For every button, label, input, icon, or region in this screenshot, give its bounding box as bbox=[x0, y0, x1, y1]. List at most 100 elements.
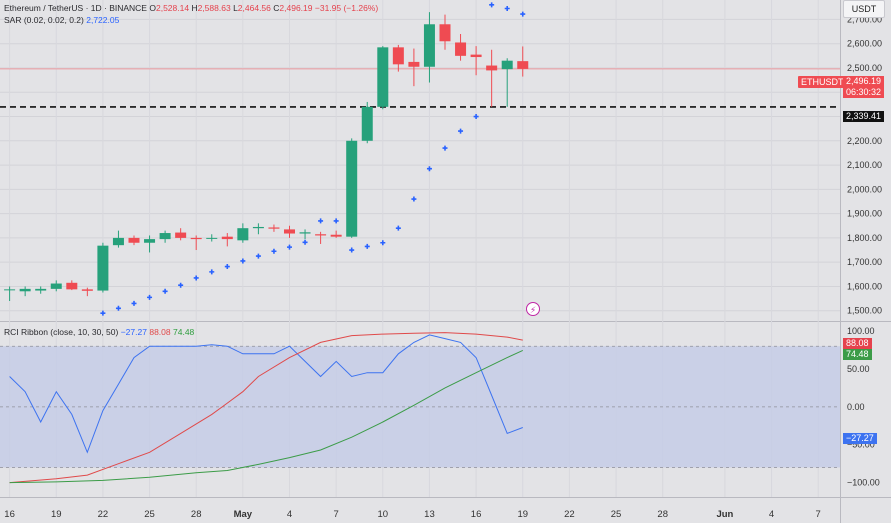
currency-button[interactable]: USDT bbox=[843, 0, 885, 18]
candle-body bbox=[439, 24, 451, 42]
price-tick-label: 2,700.00 bbox=[847, 14, 882, 24]
time-tick-label: 16 bbox=[471, 509, 482, 520]
sar-point bbox=[240, 258, 246, 264]
candle-body bbox=[66, 282, 78, 290]
candle-body bbox=[315, 234, 327, 236]
sar-point bbox=[395, 225, 401, 231]
sar-point bbox=[100, 310, 106, 316]
sar-point bbox=[504, 5, 510, 11]
time-tick-label: 28 bbox=[657, 509, 668, 520]
sar-point bbox=[411, 196, 417, 202]
time-tick-label: 7 bbox=[816, 509, 821, 520]
candle-body bbox=[455, 42, 467, 56]
candle-body bbox=[517, 61, 529, 69]
level-price-tag: 2,339.41 bbox=[843, 111, 885, 122]
sar-point bbox=[489, 2, 495, 8]
sar-point bbox=[147, 294, 153, 300]
candle-body bbox=[81, 289, 93, 291]
rci-short-value: −27.27 bbox=[120, 327, 147, 337]
candle-body bbox=[470, 54, 482, 58]
candle-body bbox=[112, 237, 124, 246]
rci-label: RCI Ribbon (close, 10, 30, 50) bbox=[4, 327, 119, 337]
candle-body bbox=[159, 233, 171, 240]
price-tick-label: 2,100.00 bbox=[847, 160, 882, 170]
sar-point bbox=[442, 145, 448, 151]
time-tick-label: 10 bbox=[378, 509, 389, 520]
candle-body bbox=[144, 239, 156, 243]
candle-body bbox=[377, 47, 389, 107]
last-price-tag: 2,496.19 bbox=[843, 76, 885, 87]
sar-point bbox=[224, 264, 230, 270]
rci-short-line bbox=[9, 334, 523, 454]
sar-legend: SAR (0.02, 0.02, 0.2) 2,722.05 bbox=[4, 14, 119, 26]
sar-point bbox=[302, 239, 308, 245]
price-tick-label: 2,500.00 bbox=[847, 63, 882, 73]
candle-body bbox=[221, 236, 233, 240]
price-tick-label: 2,000.00 bbox=[847, 184, 882, 194]
sar-point bbox=[458, 128, 464, 134]
sar-point bbox=[520, 11, 526, 17]
rci-middle-value: 88.08 bbox=[149, 327, 171, 337]
time-tick-label: 22 bbox=[98, 509, 109, 520]
sar-point bbox=[287, 244, 292, 250]
sar-point bbox=[162, 288, 168, 294]
sar-point bbox=[473, 114, 479, 120]
candle-body bbox=[408, 61, 420, 67]
candle-body bbox=[190, 237, 202, 240]
candle-body bbox=[392, 47, 404, 65]
sar-label: SAR (0.02, 0.02, 0.2) bbox=[4, 15, 84, 25]
lightning-icon[interactable]: ⚡ bbox=[526, 302, 540, 316]
time-tick-label: 4 bbox=[287, 509, 292, 520]
sar-point bbox=[333, 218, 339, 224]
candle-body bbox=[206, 237, 218, 239]
sar-point bbox=[193, 275, 199, 281]
candle-body bbox=[50, 283, 62, 289]
candle-body bbox=[252, 226, 264, 229]
candle-body bbox=[97, 245, 109, 291]
low-label: L bbox=[233, 3, 238, 13]
rci-long-line bbox=[9, 349, 524, 484]
close-label: C bbox=[273, 3, 280, 13]
countdown-tag: 06:30:32 bbox=[843, 87, 885, 98]
candle-body bbox=[423, 24, 435, 67]
time-tick-label: 28 bbox=[191, 509, 202, 520]
price-tick-label: 1,600.00 bbox=[847, 281, 882, 291]
rci-middle-line bbox=[9, 332, 523, 484]
change-value: −31.95 (−1.26%) bbox=[314, 3, 379, 13]
candle-body bbox=[284, 229, 295, 234]
rci-tick-label: 0.00 bbox=[847, 402, 865, 412]
candle-body bbox=[237, 228, 249, 241]
sar-point bbox=[318, 218, 324, 224]
candle-body bbox=[35, 288, 47, 291]
rci-short-tag: −27.27 bbox=[843, 433, 877, 444]
rci-tick-label: 100.00 bbox=[847, 326, 875, 336]
time-tick-label: 4 bbox=[769, 509, 774, 520]
high-label: H bbox=[191, 3, 198, 13]
low-value: 2,464.56 bbox=[237, 3, 271, 13]
time-tick-label: 19 bbox=[51, 509, 62, 520]
time-tick-label: 7 bbox=[334, 509, 339, 520]
close-value: 2,496.19 bbox=[279, 3, 313, 13]
candle-body bbox=[299, 232, 311, 234]
time-tick-label: 25 bbox=[144, 509, 155, 520]
price-tick-label: 1,700.00 bbox=[847, 257, 882, 267]
price-tick-label: 1,800.00 bbox=[847, 233, 882, 243]
high-value: 2,588.63 bbox=[197, 3, 231, 13]
candle-body bbox=[128, 237, 140, 243]
candle-body bbox=[268, 227, 280, 229]
rci-tick-label: 50.00 bbox=[847, 364, 870, 374]
time-tick-label: 22 bbox=[564, 509, 575, 520]
sar-point bbox=[426, 166, 432, 172]
candle-body bbox=[486, 65, 498, 71]
price-tick-label: 2,200.00 bbox=[847, 136, 882, 146]
sar-value: 2,722.05 bbox=[86, 15, 120, 25]
rci-tick-label: −100.00 bbox=[847, 478, 880, 488]
rci-middle-tag: 88.08 bbox=[843, 338, 872, 349]
rci-long-tag: 74.48 bbox=[843, 349, 872, 360]
candle-body bbox=[330, 234, 342, 237]
sar-point bbox=[364, 243, 370, 249]
open-label: O bbox=[149, 3, 156, 13]
rci-tick-label: −50.00 bbox=[847, 440, 875, 450]
ticker-tag: ETHUSDT bbox=[798, 76, 847, 88]
